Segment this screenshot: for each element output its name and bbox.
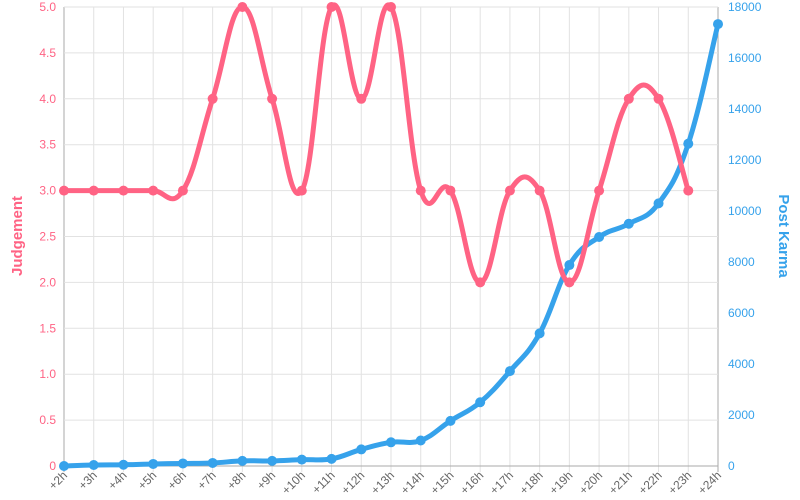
x-tick-label: +3h xyxy=(76,468,100,492)
post-karma-point xyxy=(653,198,664,209)
x-tick-label: +20h xyxy=(576,468,605,497)
judgement-point xyxy=(237,2,248,12)
left-axis-ticks: 0 0.5 1.0 1.5 2.0 2.5 3.0 3.5 4.0 4.5 5.0 xyxy=(39,0,56,473)
left-tick-label: 3.5 xyxy=(39,138,56,152)
x-tick-label: +8h xyxy=(224,468,248,492)
right-tick-label: 2000 xyxy=(728,408,755,422)
left-tick-label: 4.0 xyxy=(39,92,56,106)
left-axis-title: Judgement xyxy=(9,196,26,276)
left-tick-label: 1.0 xyxy=(39,367,56,381)
judgement-point xyxy=(653,93,664,104)
judgement-point xyxy=(623,93,634,104)
x-tick-label: +18h xyxy=(517,468,546,497)
post-karma-point xyxy=(534,328,545,339)
x-tick-label: +4h xyxy=(105,468,129,492)
grid xyxy=(63,6,719,472)
post-karma-point xyxy=(148,458,159,469)
judgement-point xyxy=(475,277,486,288)
post-karma-point xyxy=(59,461,69,471)
x-tick-label: +17h xyxy=(487,468,516,497)
left-tick-label: 3.0 xyxy=(39,184,56,198)
x-tick-label: +21h xyxy=(606,468,635,497)
x-tick-label: +7h xyxy=(194,468,218,492)
judgement-point xyxy=(594,185,605,196)
right-axis-title: Post Karma xyxy=(775,194,792,278)
left-tick-label: 5.0 xyxy=(39,0,56,14)
right-tick-label: 8000 xyxy=(728,255,755,269)
judgement-point xyxy=(296,185,307,196)
judgement-point xyxy=(326,2,337,12)
post-karma-point xyxy=(564,260,575,271)
judgement-point xyxy=(534,185,545,196)
judgement-point xyxy=(683,185,694,196)
right-tick-label: 16000 xyxy=(728,51,762,65)
x-tick-label: +5h xyxy=(135,468,159,492)
judgement-point xyxy=(177,185,188,196)
right-tick-label: 14000 xyxy=(728,102,762,116)
judgement-point xyxy=(504,185,515,196)
post-karma-point xyxy=(713,19,723,30)
judgement-point xyxy=(118,185,129,196)
post-karma-line xyxy=(61,21,721,469)
judgement-point xyxy=(415,185,426,196)
post-karma-point xyxy=(207,457,218,468)
right-tick-label: 12000 xyxy=(728,153,762,167)
post-karma-point xyxy=(177,458,188,469)
post-karma-point xyxy=(267,455,278,466)
post-karma-point xyxy=(326,453,337,464)
judgement-point xyxy=(356,93,367,104)
judgement-point xyxy=(148,185,159,196)
post-karma-point xyxy=(237,455,248,466)
right-tick-label: 18000 xyxy=(728,0,762,14)
x-tick-label: +13h xyxy=(368,468,397,497)
x-tick-label: +19h xyxy=(546,468,575,497)
x-tick-label: +16h xyxy=(457,468,486,497)
x-tick-label: +23h xyxy=(665,468,694,497)
x-tick-label: +14h xyxy=(398,468,427,497)
post-karma-point xyxy=(623,218,634,229)
judgement-point xyxy=(386,2,396,12)
judgement-point xyxy=(88,185,99,196)
judgement-line xyxy=(61,2,691,285)
post-karma-point xyxy=(683,138,694,149)
judgement-point xyxy=(59,185,69,196)
left-tick-label: 4.5 xyxy=(39,46,56,60)
post-karma-point xyxy=(356,444,367,455)
judgement-point xyxy=(564,277,575,288)
x-tick-label: +24h xyxy=(695,468,724,497)
x-tick-label: +22h xyxy=(636,468,665,497)
judgement-point xyxy=(207,93,218,104)
x-tick-label: +6h xyxy=(165,468,189,492)
post-karma-point xyxy=(445,415,456,426)
judgement-point xyxy=(445,185,456,196)
right-tick-label: 0 xyxy=(728,459,735,473)
left-tick-label: 2.5 xyxy=(39,230,56,244)
post-karma-point xyxy=(386,437,396,448)
x-tick-label: +10h xyxy=(279,468,308,497)
post-karma-point xyxy=(594,232,605,243)
series xyxy=(59,2,723,471)
x-tick-label: +12h xyxy=(338,468,367,497)
judgement-point xyxy=(267,93,278,104)
post-karma-point xyxy=(296,454,307,465)
left-tick-label: 2.0 xyxy=(39,275,56,289)
x-tick-label: +9h xyxy=(254,468,278,492)
left-tick-label: 0 xyxy=(49,459,56,473)
left-tick-label: 1.5 xyxy=(39,321,56,335)
post-karma-point xyxy=(88,459,99,470)
post-karma-point xyxy=(118,459,129,470)
post-karma-point xyxy=(415,435,426,446)
post-karma-point xyxy=(504,366,515,377)
right-tick-label: 10000 xyxy=(728,204,762,218)
post-karma-point xyxy=(475,397,486,408)
right-tick-label: 4000 xyxy=(728,357,755,371)
x-axis-ticks: +2h +3h +4h +5h +6h +7h +8h +9h +10h +11h +12h +13h… xyxy=(46,468,724,497)
right-axis-ticks: 0 2000 4000 6000 8000 10000 12000 14000 16000 180… xyxy=(728,0,762,473)
left-tick-label: 0.5 xyxy=(39,413,56,427)
x-tick-label: +11h xyxy=(309,468,337,496)
right-tick-label: 6000 xyxy=(728,306,755,320)
x-tick-label: +15h xyxy=(428,468,457,497)
